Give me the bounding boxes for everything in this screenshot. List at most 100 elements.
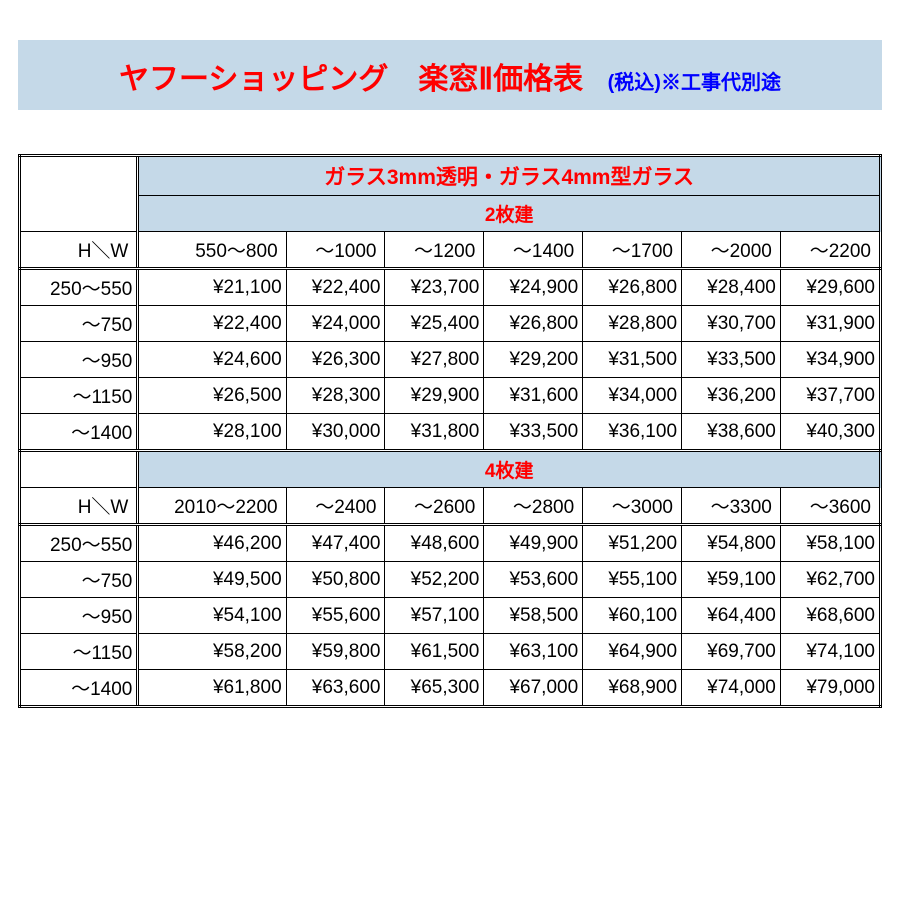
price-cell: ¥55,600 <box>286 598 385 634</box>
price-cell: ¥29,600 <box>780 269 880 306</box>
price-cell: ¥26,800 <box>484 306 583 342</box>
price-cell: ¥26,500 <box>138 378 286 414</box>
price-cell: ¥52,200 <box>385 562 484 598</box>
price-cell: ¥49,500 <box>138 562 286 598</box>
price-cell: ¥61,500 <box>385 634 484 670</box>
price-cell: ¥64,400 <box>682 598 781 634</box>
row-header: ～1150 <box>20 634 138 670</box>
price-cell: ¥30,700 <box>682 306 781 342</box>
price-cell: ¥28,100 <box>138 414 286 451</box>
price-cell: ¥53,600 <box>484 562 583 598</box>
row-header: ～750 <box>20 562 138 598</box>
price-cell: ¥69,700 <box>682 634 781 670</box>
price-cell: ¥47,400 <box>286 525 385 562</box>
price-cell: ¥74,000 <box>682 670 781 707</box>
price-cell: ¥29,200 <box>484 342 583 378</box>
hw-label: H＼W <box>20 488 138 525</box>
price-cell: ¥24,600 <box>138 342 286 378</box>
price-cell: ¥27,800 <box>385 342 484 378</box>
price-cell: ¥51,200 <box>583 525 682 562</box>
price-cell: ¥34,000 <box>583 378 682 414</box>
price-cell: ¥67,000 <box>484 670 583 707</box>
price-cell: ¥31,600 <box>484 378 583 414</box>
price-cell: ¥64,900 <box>583 634 682 670</box>
row-header: 250～550 <box>20 269 138 306</box>
col-header: ～2800 <box>484 488 583 525</box>
price-cell: ¥30,000 <box>286 414 385 451</box>
price-cell: ¥55,100 <box>583 562 682 598</box>
price-cell: ¥23,700 <box>385 269 484 306</box>
price-cell: ¥58,200 <box>138 634 286 670</box>
row-header: ～1400 <box>20 670 138 707</box>
col-header: ～2400 <box>286 488 385 525</box>
col-header: ～1700 <box>583 232 682 269</box>
price-cell: ¥54,800 <box>682 525 781 562</box>
price-cell: ¥29,900 <box>385 378 484 414</box>
panel-header-2: 2枚建 <box>138 196 881 232</box>
glass-type-header: ガラス3mm透明・ガラス4mm型ガラス <box>138 156 881 196</box>
col-header: ～1200 <box>385 232 484 269</box>
price-cell: ¥59,100 <box>682 562 781 598</box>
row-header: ～1150 <box>20 378 138 414</box>
price-cell: ¥25,400 <box>385 306 484 342</box>
price-cell: ¥58,100 <box>780 525 880 562</box>
hw-label: H＼W <box>20 232 138 269</box>
price-cell: ¥24,900 <box>484 269 583 306</box>
row-header: 250～550 <box>20 525 138 562</box>
price-cell: ¥62,700 <box>780 562 880 598</box>
row-header: ～750 <box>20 306 138 342</box>
corner-blank <box>20 451 138 488</box>
price-cell: ¥74,100 <box>780 634 880 670</box>
price-cell: ¥26,300 <box>286 342 385 378</box>
price-cell: ¥63,100 <box>484 634 583 670</box>
price-cell: ¥59,800 <box>286 634 385 670</box>
price-cell: ¥22,400 <box>286 269 385 306</box>
col-header: ～1000 <box>286 232 385 269</box>
panel-header-4: 4枚建 <box>138 451 881 488</box>
price-cell: ¥31,900 <box>780 306 880 342</box>
price-cell: ¥58,500 <box>484 598 583 634</box>
price-cell: ¥24,000 <box>286 306 385 342</box>
price-cell: ¥28,300 <box>286 378 385 414</box>
price-cell: ¥48,600 <box>385 525 484 562</box>
col-header: 2010～2200 <box>138 488 286 525</box>
col-header: ～3300 <box>682 488 781 525</box>
price-cell: ¥65,300 <box>385 670 484 707</box>
price-cell: ¥33,500 <box>682 342 781 378</box>
price-cell: ¥37,700 <box>780 378 880 414</box>
col-header: ～3600 <box>780 488 880 525</box>
col-header: 550～800 <box>138 232 286 269</box>
row-header: ～1400 <box>20 414 138 451</box>
price-cell: ¥68,900 <box>583 670 682 707</box>
col-header: ～1400 <box>484 232 583 269</box>
row-header: ～950 <box>20 598 138 634</box>
price-cell: ¥31,800 <box>385 414 484 451</box>
title-bar: ヤフーショッピング 楽窓Ⅱ価格表 (税込)※工事代別途 <box>18 40 882 110</box>
price-cell: ¥54,100 <box>138 598 286 634</box>
corner-blank <box>20 156 138 232</box>
price-cell: ¥46,200 <box>138 525 286 562</box>
price-cell: ¥79,000 <box>780 670 880 707</box>
page-title-main: ヤフーショッピング 楽窓Ⅱ価格表 <box>119 63 583 96</box>
price-cell: ¥28,400 <box>682 269 781 306</box>
col-header: ～2000 <box>682 232 781 269</box>
price-cell: ¥36,200 <box>682 378 781 414</box>
price-cell: ¥68,600 <box>780 598 880 634</box>
price-cell: ¥21,100 <box>138 269 286 306</box>
price-cell: ¥63,600 <box>286 670 385 707</box>
price-cell: ¥61,800 <box>138 670 286 707</box>
row-header: ～950 <box>20 342 138 378</box>
price-cell: ¥26,800 <box>583 269 682 306</box>
price-cell: ¥36,100 <box>583 414 682 451</box>
col-header: ～2200 <box>780 232 880 269</box>
price-cell: ¥50,800 <box>286 562 385 598</box>
price-cell: ¥49,900 <box>484 525 583 562</box>
price-table: ガラス3mm透明・ガラス4mm型ガラス 2枚建 H＼W 550～800 ～100… <box>18 154 882 708</box>
col-header: ～2600 <box>385 488 484 525</box>
price-cell: ¥60,100 <box>583 598 682 634</box>
price-cell: ¥57,100 <box>385 598 484 634</box>
price-cell: ¥31,500 <box>583 342 682 378</box>
page-title-sub: (税込)※工事代別途 <box>608 72 781 94</box>
price-cell: ¥34,900 <box>780 342 880 378</box>
price-cell: ¥38,600 <box>682 414 781 451</box>
